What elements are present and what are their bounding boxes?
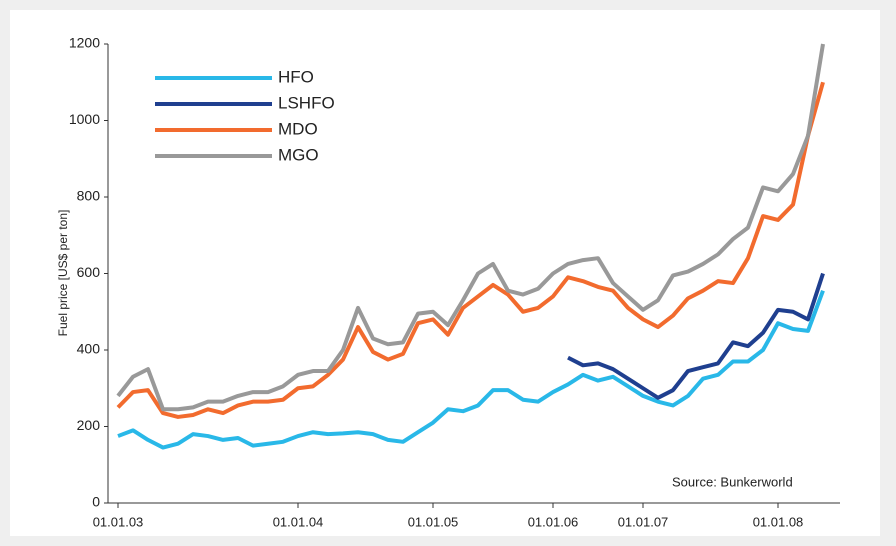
x-tick-label: 01.01.04 (273, 514, 324, 529)
y-tick-label: 1200 (69, 35, 100, 51)
legend-label: MDO (278, 119, 318, 138)
annotation: Source: Bunkerworld (672, 474, 793, 489)
x-tick-label: 01.01.05 (408, 514, 459, 529)
series-line (567, 272, 825, 400)
y-tick-label: 1000 (69, 111, 100, 127)
legend-label: LSHFO (278, 93, 335, 112)
series-line (117, 290, 825, 450)
x-tick-label: 01.01.06 (528, 514, 579, 529)
series-line (116, 81, 825, 419)
y-tick-label: 600 (77, 264, 101, 280)
legend-label: HFO (278, 67, 314, 86)
y-axis-label: Fuel price [US$ per ton] (56, 210, 70, 337)
y-tick-label: 0 (92, 494, 100, 510)
x-tick-label: 01.01.08 (753, 514, 804, 529)
y-tick-label: 200 (77, 417, 101, 433)
panel (10, 10, 880, 536)
series-line (116, 43, 825, 412)
x-tick-label: 01.01.03 (93, 514, 144, 529)
x-tick-label: 01.01.07 (618, 514, 669, 529)
y-tick-label: 800 (77, 188, 101, 204)
legend-label: MGO (278, 145, 319, 164)
y-tick-label: 400 (77, 341, 101, 357)
